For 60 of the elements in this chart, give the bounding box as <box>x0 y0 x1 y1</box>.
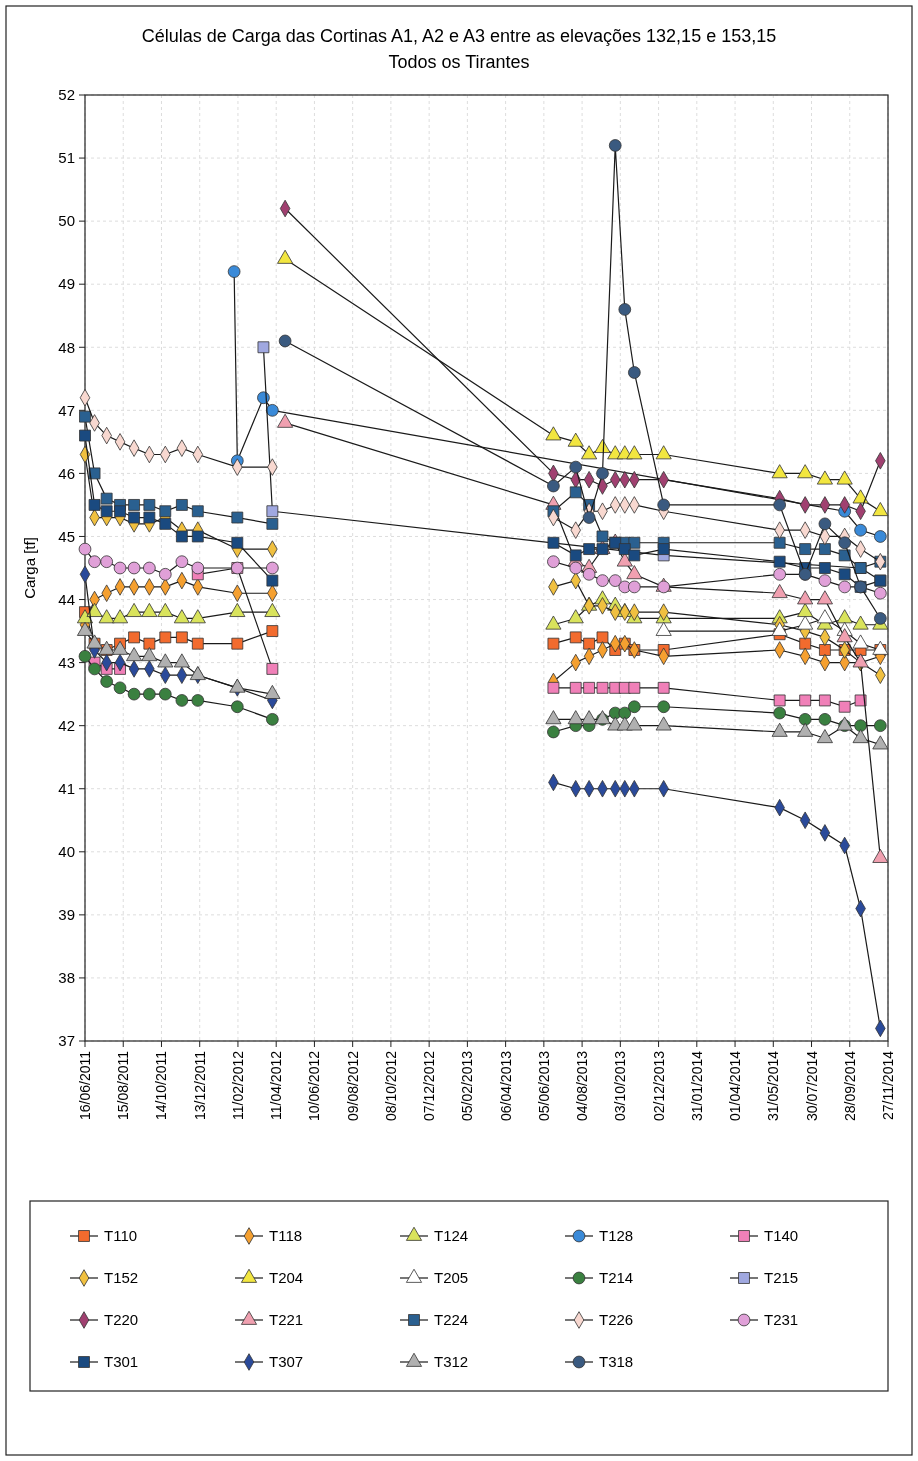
legend-label: T307 <box>269 1353 304 1371</box>
legend-label: T118 <box>269 1227 303 1245</box>
y-tick-label: 45 <box>58 527 75 545</box>
legend-label: T152 <box>104 1269 139 1287</box>
x-tick-label: 05/06/2013 <box>535 1050 552 1122</box>
y-tick-label: 48 <box>58 338 75 356</box>
y-tick-label: 51 <box>58 149 75 167</box>
legend-label: T224 <box>434 1311 469 1329</box>
legend-label: T215 <box>764 1269 799 1287</box>
x-tick-label: 13/12/2011 <box>191 1050 208 1121</box>
x-tick-label: 11/04/2012 <box>268 1050 285 1121</box>
legend-label: T205 <box>434 1269 469 1287</box>
legend-label: T231 <box>764 1311 799 1329</box>
x-tick-label: 02/12/2013 <box>650 1050 667 1122</box>
legend-label: T140 <box>764 1227 799 1245</box>
x-tick-label: 08/10/2012 <box>382 1050 399 1122</box>
x-tick-label: 01/04/2014 <box>727 1050 744 1122</box>
legend-label: T204 <box>269 1269 304 1287</box>
x-tick-label: 10/06/2012 <box>306 1050 323 1122</box>
legend-label: T318 <box>599 1353 634 1371</box>
y-tick-label: 52 <box>58 86 75 104</box>
y-axis-title: Carga [tf] <box>21 537 38 599</box>
x-tick-label: 04/08/2013 <box>574 1050 591 1122</box>
x-tick-label: 31/05/2014 <box>765 1050 782 1122</box>
legend-label: T214 <box>599 1269 634 1287</box>
x-tick-label: 06/04/2013 <box>497 1050 514 1122</box>
x-tick-label: 30/07/2014 <box>803 1050 820 1122</box>
legend-label: T128 <box>599 1227 634 1245</box>
x-tick-label: 14/10/2011 <box>153 1050 170 1121</box>
y-tick-label: 49 <box>58 275 75 293</box>
legend-label: T221 <box>269 1311 304 1329</box>
legend-label: T110 <box>104 1227 138 1245</box>
y-tick-label: 50 <box>58 212 75 230</box>
y-tick-label: 39 <box>58 906 75 924</box>
legend-label: T124 <box>434 1227 469 1245</box>
x-tick-label: 07/12/2012 <box>421 1050 438 1122</box>
legend-label: T226 <box>599 1311 634 1329</box>
y-tick-label: 46 <box>58 464 75 482</box>
x-tick-label: 11/02/2012 <box>229 1050 246 1121</box>
x-tick-label: 16/06/2011 <box>77 1050 93 1121</box>
x-tick-label: 27/11/2014 <box>880 1050 896 1121</box>
x-tick-label: 09/08/2012 <box>344 1050 361 1122</box>
legend-label: T220 <box>104 1311 139 1329</box>
x-tick-label: 15/08/2011 <box>115 1050 132 1121</box>
x-tick-label: 03/10/2013 <box>612 1050 629 1122</box>
y-tick-label: 37 <box>58 1032 75 1050</box>
y-tick-label: 47 <box>58 401 75 419</box>
y-tick-label: 41 <box>58 779 75 797</box>
chart-subtitle: Todos os Tirantes <box>388 52 530 72</box>
y-tick-label: 44 <box>58 590 75 608</box>
x-tick-label: 28/09/2014 <box>841 1050 858 1122</box>
y-tick-label: 40 <box>58 843 75 861</box>
y-tick-label: 38 <box>58 969 75 987</box>
y-tick-label: 43 <box>58 653 75 671</box>
legend-label: T312 <box>434 1353 469 1371</box>
chart-title: Células de Carga das Cortinas A1, A2 e A3 entre as elevações 132,15 e 153,15 <box>141 26 777 46</box>
x-tick-label: 05/02/2013 <box>459 1050 476 1122</box>
y-tick-label: 42 <box>58 716 75 734</box>
legend-label: T301 <box>104 1353 139 1371</box>
x-tick-label: 31/01/2014 <box>688 1050 705 1122</box>
